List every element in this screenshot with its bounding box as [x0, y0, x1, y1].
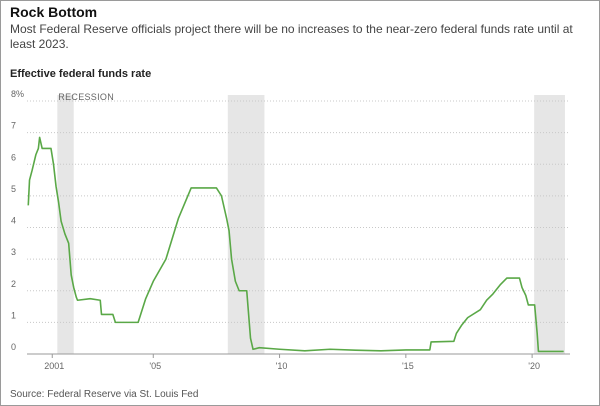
y-tick-label: 2 — [11, 279, 16, 289]
y-tick-label: 4 — [11, 216, 16, 226]
y-tick-label: 7 — [11, 121, 16, 131]
recession-band — [534, 95, 565, 354]
y-axis-title: Effective federal funds rate — [10, 68, 152, 80]
source-note: Source: Federal Reserve via St. Louis Fe… — [10, 389, 199, 400]
x-tick-label: '15 — [402, 361, 414, 371]
x-tick-label: '20 — [528, 361, 540, 371]
y-tick-label: 8% — [11, 89, 24, 99]
y-tick-label: 5 — [11, 184, 16, 194]
x-tick-label: 2001 — [44, 361, 64, 371]
y-tick-label: 3 — [11, 247, 16, 257]
chart-subtitle: Most Federal Reserve officials project t… — [10, 22, 573, 51]
recession-band — [227, 95, 265, 354]
chart-title: Rock Bottom — [10, 4, 98, 20]
x-tick-label: '10 — [276, 361, 288, 371]
y-tick-label: 0 — [11, 342, 16, 352]
y-tick-label: 6 — [11, 152, 16, 162]
recession-band — [57, 95, 74, 354]
y-tick-label: 1 — [11, 310, 16, 320]
data-line — [27, 136, 564, 353]
recession-label: RECESSION — [58, 92, 114, 102]
x-tick-label: '05 — [149, 361, 161, 371]
